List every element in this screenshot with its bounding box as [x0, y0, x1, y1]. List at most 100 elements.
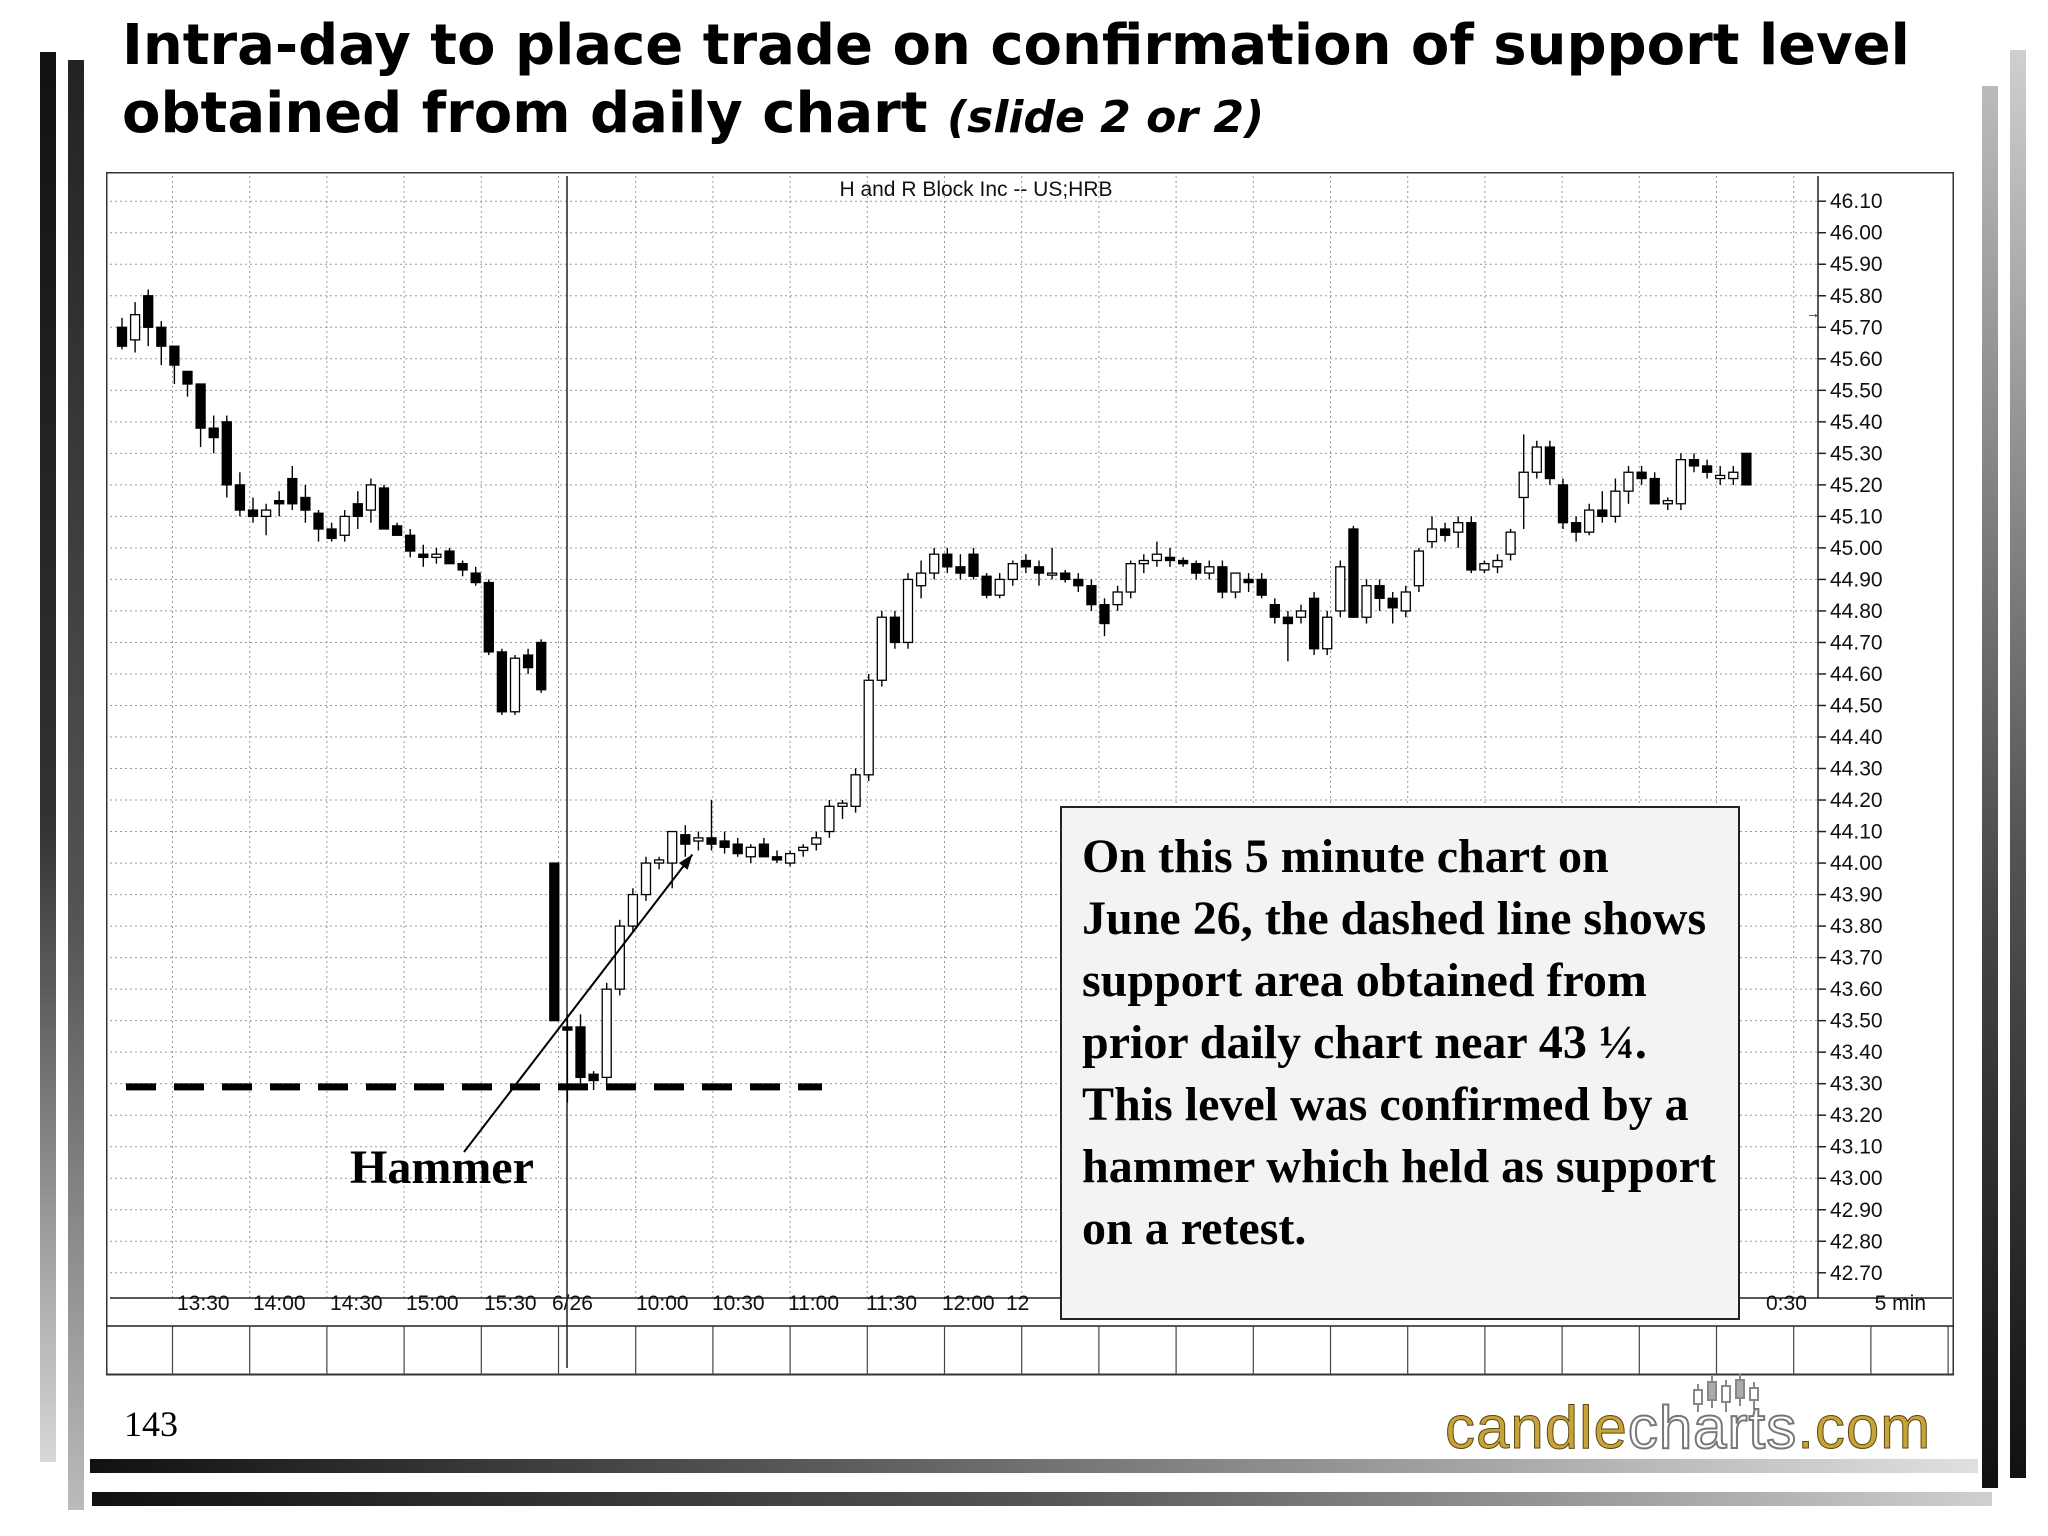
candle-body-down: [1439, 528, 1451, 536]
candle-body-up: [1295, 610, 1307, 618]
y-tick-label: 44.90: [1830, 568, 1883, 591]
candle-body-down: [274, 499, 285, 505]
y-tick-label: 42.80: [1830, 1230, 1883, 1253]
slide-title: Intra-day to place trade on confirmation…: [122, 12, 1922, 152]
candle-body-down: [1374, 585, 1385, 599]
candle-body-up: [653, 859, 665, 864]
candle-body-up: [850, 774, 861, 807]
candle-body-down: [1688, 459, 1700, 467]
y-tick-label: 44.80: [1830, 600, 1883, 623]
candle-body-down: [522, 654, 534, 669]
y-tick-label: 43.00: [1830, 1167, 1883, 1190]
x-tick-label: 11:30: [866, 1292, 917, 1315]
y-tick-label: 44.40: [1830, 726, 1883, 749]
candle-body-up: [902, 578, 914, 644]
candle-body-up: [431, 553, 442, 559]
candle-body-down: [562, 1026, 573, 1031]
x-tick-label: 15:00: [406, 1292, 459, 1315]
candle-body-down: [1741, 452, 1752, 486]
candle-body-up: [1112, 591, 1123, 606]
logo-part-charts: charts: [1627, 1393, 1798, 1462]
candle-body-down: [1073, 578, 1084, 587]
y-tick-label: 43.90: [1830, 884, 1883, 907]
y-tick-label: 45.60: [1830, 348, 1883, 371]
candle-body-down: [1191, 563, 1202, 574]
candle-body-up: [1531, 446, 1542, 473]
candle-body-down: [1570, 522, 1582, 533]
candle-body-down: [169, 345, 180, 366]
x-tick-label: 10:30: [712, 1292, 765, 1315]
candle-body-up: [614, 925, 625, 990]
frame-bar-left-outer: [40, 52, 56, 1462]
hammer-arrowhead-icon: [678, 854, 693, 870]
candle-body-up: [667, 830, 678, 864]
y-tick-label: 43.70: [1830, 947, 1883, 970]
candle-body-up: [1715, 474, 1726, 480]
y-tick-label: 43.30: [1830, 1073, 1883, 1096]
x-tick-label: 6/26: [552, 1292, 593, 1315]
candle-body-up: [509, 657, 521, 713]
candle-body-up: [1230, 572, 1241, 593]
candle-body-down: [588, 1073, 599, 1082]
y-tick-label: 44.20: [1830, 789, 1883, 812]
candle-body-down: [496, 651, 508, 713]
candle-body-down: [247, 509, 259, 518]
candle-body-down: [1099, 603, 1110, 625]
candlecharts-logo-icon: [1693, 1374, 1759, 1412]
candle-body-down: [1020, 559, 1032, 568]
candle-body-up: [640, 862, 652, 896]
candle-body-up: [1151, 553, 1163, 562]
candle-body-down: [732, 843, 743, 855]
candle-body-down: [1256, 578, 1267, 596]
candle-body-down: [889, 616, 901, 644]
candle-body-up: [1453, 522, 1464, 533]
candle-body-down: [1164, 556, 1176, 562]
y-tick-label: 43.40: [1830, 1041, 1883, 1064]
candle-body-up: [929, 553, 940, 574]
candle-body-down: [405, 534, 416, 552]
candle-body-down: [706, 837, 717, 845]
x-tick-label: 15:30: [484, 1292, 537, 1315]
y-tick-label: 44.50: [1830, 694, 1883, 717]
candle-body-down: [1636, 471, 1647, 480]
x-tick-label: 12:00: [942, 1292, 995, 1315]
candle-body-up: [824, 805, 835, 833]
candle-body-down: [1308, 597, 1320, 650]
candle-body-up: [1518, 471, 1529, 499]
page-number: 143: [124, 1404, 178, 1444]
candle-body-down: [143, 295, 154, 328]
candle-body-up: [1426, 528, 1438, 543]
candle-body-up: [1413, 550, 1425, 587]
candle-body-down: [968, 553, 979, 577]
candle-body-up: [1204, 566, 1215, 574]
candle-body-up: [811, 837, 822, 845]
y-tick-label: 44.00: [1830, 852, 1883, 875]
candle-body-down: [1269, 603, 1280, 618]
candle-body-down: [1282, 616, 1294, 625]
chart-title: H and R Block Inc -- US;HRB: [839, 178, 1112, 201]
title-text: Intra-day to place trade on confirmation…: [122, 13, 1910, 146]
logo-part-com: .com: [1797, 1394, 1932, 1462]
candle-body-down: [1544, 446, 1556, 480]
candle-body-down: [156, 326, 167, 347]
candle-body-up: [1584, 509, 1595, 533]
candle-body-down: [116, 326, 128, 347]
y-tick-label: 44.30: [1830, 758, 1883, 781]
candle-body-up: [1007, 563, 1018, 581]
candle-body-up: [1492, 559, 1503, 568]
candle-body-down: [942, 553, 953, 568]
x-tick-label: 11:00: [788, 1292, 839, 1315]
candle-body-down: [1177, 559, 1189, 565]
candle-body-up: [915, 572, 927, 587]
candle-body-down: [313, 512, 324, 530]
candle-body-down: [378, 487, 390, 530]
candle-body-down: [234, 484, 246, 511]
candle-body-up: [745, 846, 756, 858]
y-tick-label: 46.10: [1830, 190, 1883, 213]
y-tick-label: 45.90: [1830, 253, 1883, 276]
candle-body-up: [798, 846, 809, 852]
candle-body-up: [1623, 471, 1634, 492]
y-tick-label: 44.60: [1830, 663, 1883, 686]
x-tick-label: 13:30: [177, 1292, 230, 1315]
candle-body-down: [1243, 578, 1254, 584]
